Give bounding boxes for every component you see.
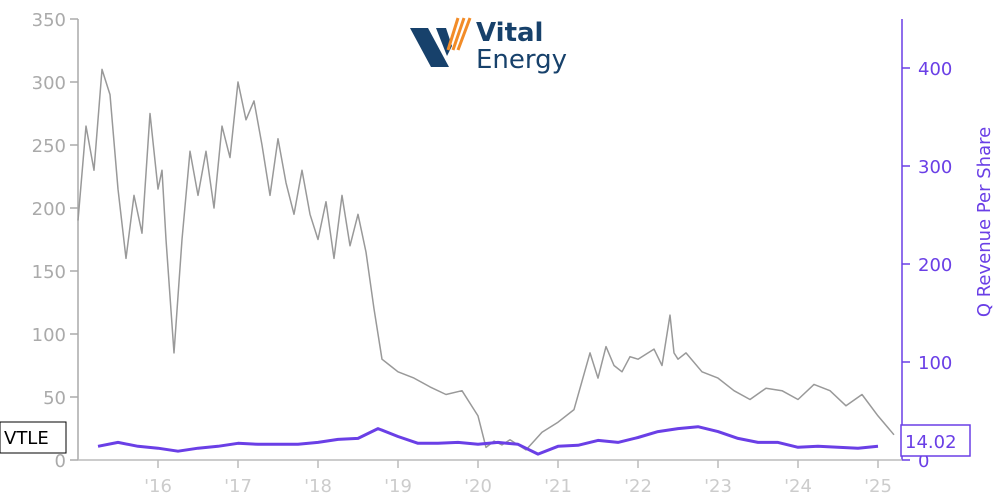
- right-axis-tick-label: 400: [918, 59, 952, 80]
- logo-text-line1: Vital: [476, 18, 543, 48]
- x-axis-tick-label: '21: [544, 476, 572, 497]
- ticker-label-box: [0, 421, 67, 454]
- last-value-box: [900, 424, 971, 457]
- last-value-label: 14.02: [900, 424, 971, 457]
- left-axis-tick-label: 250: [32, 136, 66, 157]
- right-axis-tick-label: 200: [918, 255, 952, 276]
- x-axis-tick-label: '20: [464, 476, 492, 497]
- left-axis-tick-label: 50: [43, 388, 66, 409]
- x-axis-tick-label: '24: [784, 476, 812, 497]
- x-axis-tick-label: '16: [144, 476, 172, 497]
- logo-mark-orange-1: [446, 17, 460, 51]
- ticker-label-text: VTLE: [4, 428, 49, 449]
- left-y-axis: 0 50 100 150 200 250 300 350: [32, 10, 79, 472]
- left-axis-tick-label: 100: [32, 325, 66, 346]
- left-axis-tick-label: 150: [32, 262, 66, 283]
- x-axis-tick-label: '19: [384, 476, 412, 497]
- logo-mark-orange-2: [451, 17, 466, 51]
- right-axis-title: Q Revenue Per Share: [974, 127, 995, 317]
- x-axis-tick-label: '23: [704, 476, 732, 497]
- x-axis-tick-label: '17: [224, 476, 252, 497]
- revenue-series-line: [97, 425, 879, 456]
- series-layer: [77, 68, 895, 456]
- last-value-text: 14.02: [905, 432, 957, 453]
- logo-mark-orange-3: [456, 17, 472, 51]
- left-axis-tick-label: 0: [55, 451, 66, 472]
- right-axis-tick-label: 100: [918, 353, 952, 374]
- logo-mark-navy: [410, 28, 449, 67]
- x-axis-tick-label: '25: [864, 476, 892, 497]
- left-axis-tick-label: 350: [32, 10, 66, 31]
- vital-energy-logo: Vital Energy: [410, 17, 567, 75]
- left-axis-tick-label: 300: [32, 73, 66, 94]
- price-series-line: [77, 68, 895, 451]
- ticker-label: VTLE: [0, 421, 67, 454]
- x-axis-tick-label: '18: [304, 476, 332, 497]
- x-axis: '16 '17 '18 '19 '20 '21 '22 '23 '24 '25: [78, 459, 902, 497]
- logo-text-line2: Energy: [476, 45, 567, 75]
- left-axis-tick-label: 200: [32, 199, 66, 220]
- right-y-axis: 0 100 200 300 400: [901, 19, 952, 472]
- right-axis-tick-label: 300: [918, 157, 952, 178]
- x-axis-tick-label: '22: [624, 476, 652, 497]
- right-axis-tick-label: 0: [918, 451, 929, 472]
